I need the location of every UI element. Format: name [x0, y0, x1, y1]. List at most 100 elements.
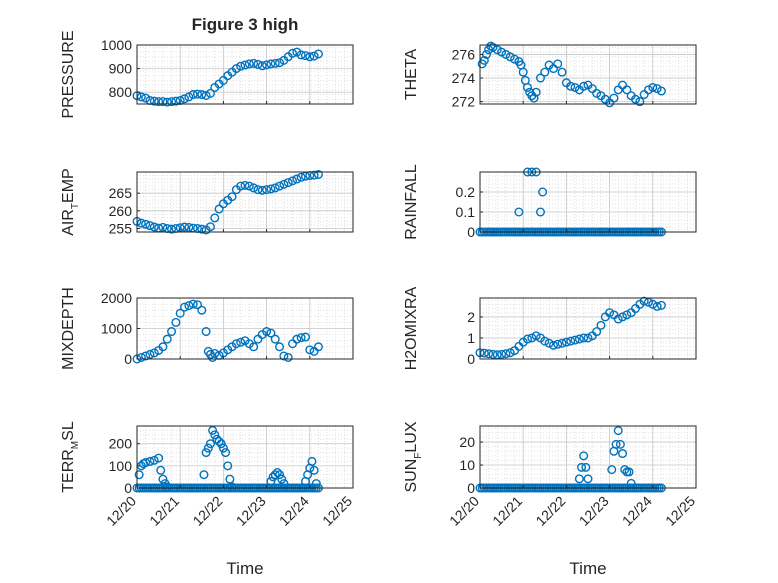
- sun_flux-y-axis-label: SUNFLUX: [403, 421, 424, 492]
- theta-axes-frame: [479, 44, 697, 105]
- sun_flux-y-label-main: SUN: [403, 459, 420, 493]
- pressure-data-point: [136, 92, 146, 102]
- terr_msl-data-point: [214, 437, 224, 447]
- mixdepth-data-point: [136, 352, 146, 362]
- pressure-data-point: [266, 59, 276, 69]
- h2omixra-data-point: [596, 320, 606, 330]
- theta-data-point: [566, 81, 576, 91]
- terr_msl-data-point: [134, 470, 144, 480]
- x-axis-label-right: Time: [569, 559, 606, 578]
- air_temp-axes-frame: [136, 171, 354, 233]
- air_temp-data-point: [288, 176, 298, 186]
- terr_msl-data-point: [223, 461, 233, 471]
- h2omixra-y-tick-label: 2: [467, 309, 475, 325]
- air_temp-data-point: [210, 213, 220, 223]
- terr_msl-data-point: [277, 474, 287, 484]
- pressure-data-point: [249, 58, 259, 68]
- terr_msl-x-tick-label: 12/22: [189, 493, 225, 529]
- pressure-y-tick-label: 900: [109, 61, 133, 77]
- sun_flux-y-tick-label: 20: [459, 434, 475, 450]
- terr_msl-data-point: [201, 448, 211, 458]
- panel-pressure: 800 900 1000 PRESSURE: [60, 30, 354, 119]
- sun_flux-data-point: [618, 449, 628, 459]
- terr_msl-data-point: [307, 456, 317, 466]
- theta-data-point: [510, 54, 520, 64]
- figure-title: Figure 3 high: [192, 15, 299, 34]
- theta-data-point: [501, 49, 511, 59]
- h2omixra-y-axis-label: H2OMIXRA: [403, 286, 420, 370]
- mixdepth-data-point: [300, 332, 310, 342]
- theta-data-point: [648, 82, 658, 92]
- mixdepth-data-point: [175, 308, 185, 318]
- h2omixra-data-point: [579, 333, 589, 343]
- sun_flux-data-point: [574, 474, 584, 484]
- sun_flux-data-point: [626, 478, 636, 488]
- pressure-y-label-main: PRESSURE: [60, 30, 77, 118]
- air_temp-data-point: [197, 224, 207, 234]
- theta-data-point: [497, 47, 507, 57]
- pressure-data-point: [171, 96, 181, 106]
- theta-data-point: [505, 52, 515, 62]
- air_temp-y-label-sub: T: [70, 203, 81, 209]
- terr_msl-data-point: [149, 455, 159, 465]
- h2omixra-data-point: [527, 333, 537, 343]
- mixdepth-data-point: [149, 348, 159, 358]
- sun_flux-data-point: [577, 462, 587, 472]
- h2omixra-data-point: [561, 337, 571, 347]
- pressure-data-point: [253, 59, 263, 69]
- sun_flux-y-label-sub: F: [413, 453, 424, 459]
- air_temp-y-axis-label: AIRTEMP: [60, 168, 81, 235]
- theta-y-tick-label: 276: [452, 46, 476, 62]
- pressure-data-point: [309, 51, 319, 61]
- pressure-data-point: [262, 60, 272, 70]
- air_temp-data-point: [266, 184, 276, 194]
- panel-rainfall: 0 0.1 0.2 RAINFALL: [403, 164, 697, 240]
- terr_msl-data-point: [145, 456, 155, 466]
- air_temp-data-point: [141, 219, 151, 229]
- sun_flux-x-tick-label: 12/22: [532, 493, 568, 529]
- theta-data-point: [518, 67, 528, 77]
- terr_msl-data-point: [205, 439, 215, 449]
- sun_flux-y-tick-label: 0: [467, 480, 475, 496]
- air_temp-data-point: [279, 179, 289, 189]
- mixdepth-data-point: [197, 305, 207, 315]
- h2omixra-data-point: [544, 338, 554, 348]
- pressure-data-point: [197, 90, 207, 100]
- air_temp-data-point: [167, 224, 177, 234]
- mixdepth-series: [132, 299, 323, 364]
- pressure-data-point: [296, 50, 306, 60]
- sun_flux-x-tick-label: 12/25: [662, 493, 698, 529]
- air_temp-data-point: [236, 181, 246, 191]
- theta-data-point: [631, 94, 641, 104]
- sun_flux-y-tick-label: 10: [459, 457, 475, 473]
- pressure-data-point: [236, 61, 246, 71]
- mixdepth-data-point: [262, 327, 272, 337]
- h2omixra-series: [475, 296, 666, 360]
- sun_flux-x-tick-label: 12/23: [576, 493, 612, 529]
- theta-data-point: [570, 82, 580, 92]
- air_temp-data-point: [292, 174, 302, 184]
- pressure-data-point: [313, 49, 323, 59]
- theta-data-point: [553, 59, 563, 69]
- pressure-data-point: [275, 58, 285, 68]
- theta-data-point: [592, 88, 602, 98]
- pressure-plot-area: [137, 45, 353, 104]
- terr_msl-data-point: [266, 476, 276, 486]
- sun_flux-data-point: [615, 439, 625, 449]
- h2omixra-data-point: [497, 349, 507, 359]
- terr_msl-y-label-sub: M: [70, 441, 81, 449]
- h2omixra-data-point: [484, 349, 494, 359]
- air_temp-data-point: [270, 183, 280, 193]
- h2omixra-data-point: [479, 348, 489, 358]
- pressure-data-point: [149, 96, 159, 106]
- terr_msl-data-point: [221, 448, 231, 458]
- panel-sun_flux: 0 10 20 12/20 12/21 12/22 12/23 12/24 12/25 SUNFL…: [403, 421, 698, 529]
- terr_msl-data-point: [279, 479, 289, 489]
- terr_msl-data-point: [199, 470, 209, 480]
- pressure-data-point: [167, 97, 177, 107]
- mixdepth-data-point: [270, 334, 280, 344]
- mixdepth-data-point: [305, 345, 315, 355]
- mixdepth-data-point: [184, 301, 194, 311]
- mixdepth-data-point: [266, 328, 276, 338]
